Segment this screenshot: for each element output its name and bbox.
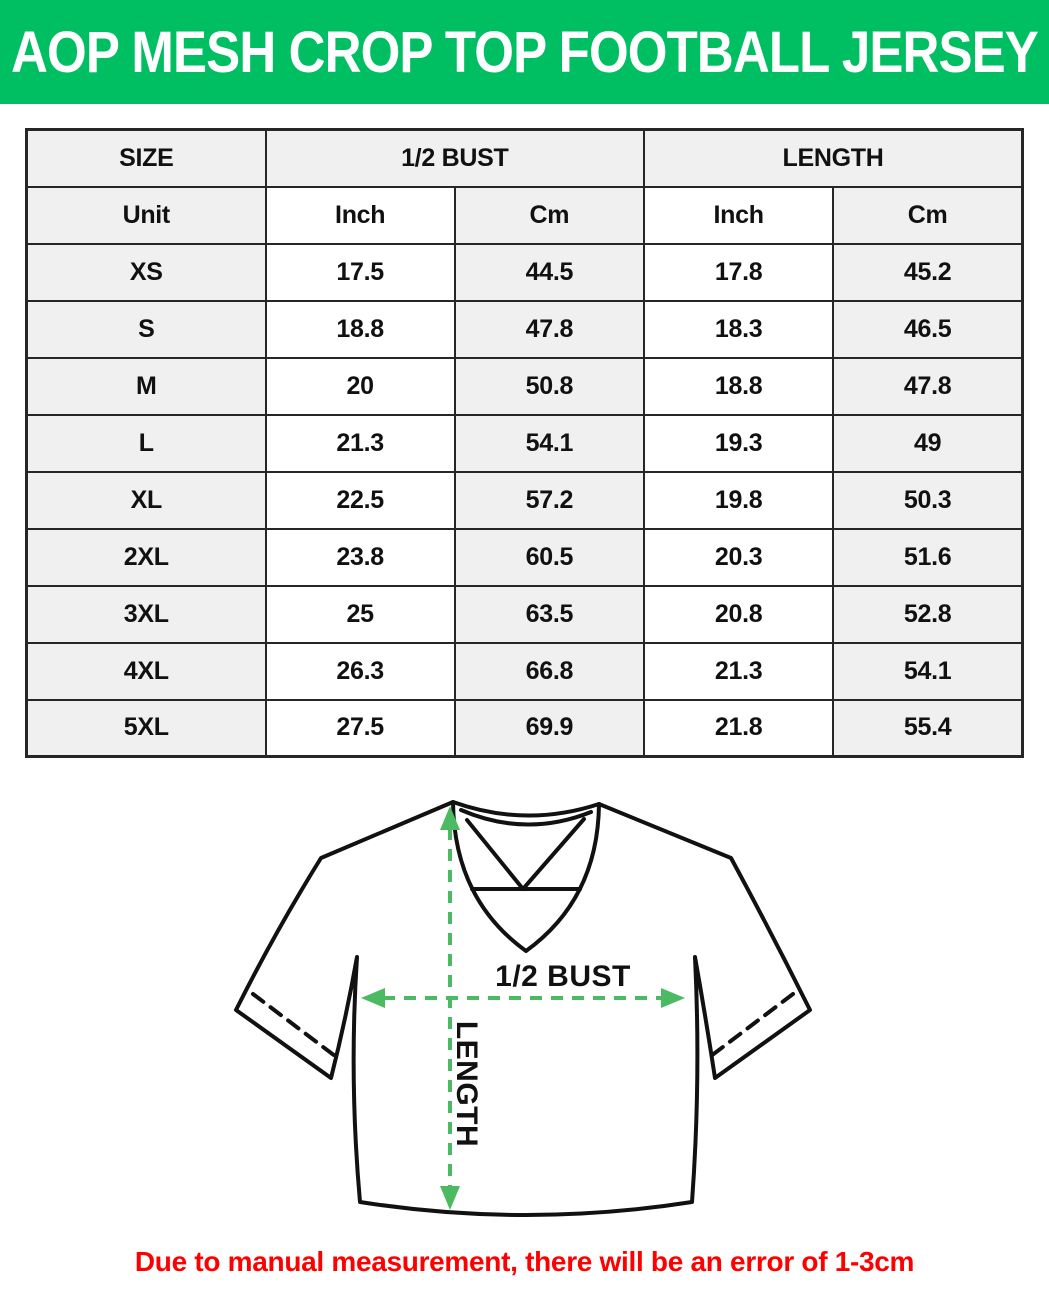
- cell: 20.8: [642, 584, 835, 644]
- cell: 69.9: [453, 698, 646, 758]
- cell: 54.1: [453, 413, 646, 473]
- unit-cell: Inch: [642, 185, 835, 245]
- size-cell: 5XL: [25, 698, 267, 758]
- jersey-outline: [234, 800, 812, 1217]
- cell: 22.5: [264, 470, 456, 530]
- cell: 18.3: [642, 299, 835, 359]
- size-chart-table: SIZE 1/2 BUST LENGTH Unit Inch Cm Inch C…: [25, 128, 1024, 758]
- cell: 21.8: [642, 698, 835, 758]
- left-cuff-hem-dashes: [251, 992, 341, 1061]
- cell: 20: [264, 356, 456, 416]
- cell: 52.8: [832, 584, 1024, 644]
- cell: 50.8: [453, 356, 646, 416]
- cell: 45.2: [832, 242, 1024, 302]
- cell: 21.3: [264, 413, 456, 473]
- table-header-row: SIZE 1/2 BUST LENGTH: [25, 128, 1024, 188]
- unit-cell: Inch: [264, 185, 456, 245]
- unit-cell: Unit: [25, 185, 267, 245]
- collar-outer-v: [451, 800, 601, 953]
- right-cuff-hem-dashes: [705, 992, 795, 1061]
- table-row: 4XL 26.3 66.8 21.3 54.1: [25, 641, 1024, 701]
- cell: 26.3: [264, 641, 456, 701]
- page-title: AOP MESH CROP TOP FOOTBALL JERSEY: [11, 19, 1039, 85]
- title-banner: AOP MESH CROP TOP FOOTBALL JERSEY: [0, 0, 1049, 104]
- arrowheads: [361, 806, 685, 1210]
- table-row: 5XL 27.5 69.9 21.8 55.4: [25, 698, 1024, 758]
- cell: 27.5: [264, 698, 456, 758]
- table-row: 3XL 25 63.5 20.8 52.8: [25, 584, 1024, 644]
- cell: 21.3: [642, 641, 835, 701]
- size-cell: XL: [25, 470, 267, 530]
- cell: 51.6: [832, 527, 1024, 587]
- length-dimension-label: LENGTH: [450, 1021, 483, 1147]
- table-row: L 21.3 54.1 19.3 49: [25, 413, 1024, 473]
- cell: 57.2: [453, 470, 646, 530]
- size-cell: M: [25, 356, 267, 416]
- size-cell: 3XL: [25, 584, 267, 644]
- table-row: XS 17.5 44.5 17.8 45.2: [25, 242, 1024, 302]
- cell: 17.8: [642, 242, 835, 302]
- size-cell: 4XL: [25, 641, 267, 701]
- size-cell: 2XL: [25, 527, 267, 587]
- size-cell: S: [25, 299, 267, 359]
- collar-back-inner-line: [459, 808, 593, 827]
- table-row: XL 22.5 57.2 19.8 50.3: [25, 470, 1024, 530]
- measurement-disclaimer: Due to manual measurement, there will be…: [134, 1246, 915, 1277]
- column-header-bust: 1/2 BUST: [264, 128, 646, 188]
- unit-row: Unit Inch Cm Inch Cm: [25, 185, 1024, 245]
- cell: 19.8: [642, 470, 835, 530]
- arrowhead-up: [440, 806, 460, 830]
- arrowhead-down: [440, 1186, 460, 1210]
- cell: 49: [832, 413, 1024, 473]
- collar-inner-v: [465, 817, 586, 891]
- cell: 66.8: [453, 641, 646, 701]
- size-chart-section: SIZE 1/2 BUST LENGTH Unit Inch Cm Inch C…: [25, 128, 1024, 758]
- cell: 17.5: [264, 242, 456, 302]
- cell: 55.4: [832, 698, 1024, 758]
- cell: 54.1: [832, 641, 1024, 701]
- size-cell: L: [25, 413, 267, 473]
- cell: 46.5: [832, 299, 1024, 359]
- jersey-measurement-diagram: 1/2 BUST LENGTH: [0, 794, 1049, 1230]
- size-cell: XS: [25, 242, 267, 302]
- arrowhead-right: [661, 988, 685, 1008]
- cell: 20.3: [642, 527, 835, 587]
- cell: 47.8: [453, 299, 646, 359]
- bust-dimension-label: 1/2 BUST: [495, 960, 631, 993]
- cell: 63.5: [453, 584, 646, 644]
- cell: 47.8: [832, 356, 1024, 416]
- column-header-length: LENGTH: [643, 128, 1024, 188]
- content: SIZE 1/2 BUST LENGTH Unit Inch Cm Inch C…: [0, 128, 1049, 1278]
- cell: 50.3: [832, 470, 1024, 530]
- unit-cell: Cm: [453, 185, 646, 245]
- table-row: S 18.8 47.8 18.3 46.5: [25, 299, 1024, 359]
- cell: 25: [264, 584, 456, 644]
- table-row: 2XL 23.8 60.5 20.3 51.6: [25, 527, 1024, 587]
- cell: 23.8: [264, 527, 456, 587]
- cell: 19.3: [642, 413, 835, 473]
- cell: 18.8: [642, 356, 835, 416]
- cell: 18.8: [264, 299, 456, 359]
- table-row: M 20 50.8 18.8 47.8: [25, 356, 1024, 416]
- cell: 44.5: [453, 242, 646, 302]
- unit-cell: Cm: [832, 185, 1024, 245]
- column-header-size: SIZE: [25, 128, 267, 188]
- cell: 60.5: [453, 527, 646, 587]
- arrowhead-left: [361, 988, 385, 1008]
